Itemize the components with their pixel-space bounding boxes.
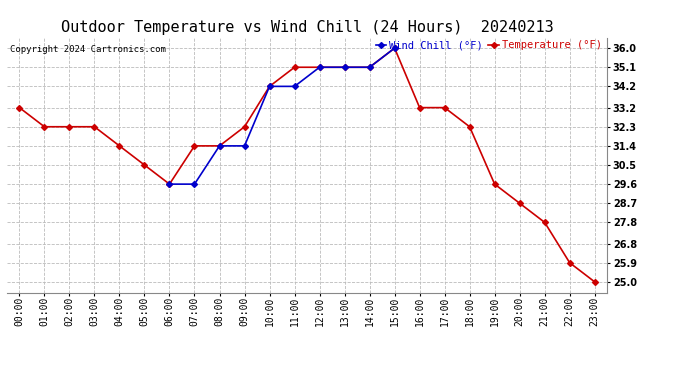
Title: Outdoor Temperature vs Wind Chill (24 Hours)  20240213: Outdoor Temperature vs Wind Chill (24 Ho…	[61, 20, 553, 35]
Text: Copyright 2024 Cartronics.com: Copyright 2024 Cartronics.com	[10, 45, 166, 54]
Legend: Wind Chill (°F), Temperature (°F): Wind Chill (°F), Temperature (°F)	[376, 40, 602, 50]
